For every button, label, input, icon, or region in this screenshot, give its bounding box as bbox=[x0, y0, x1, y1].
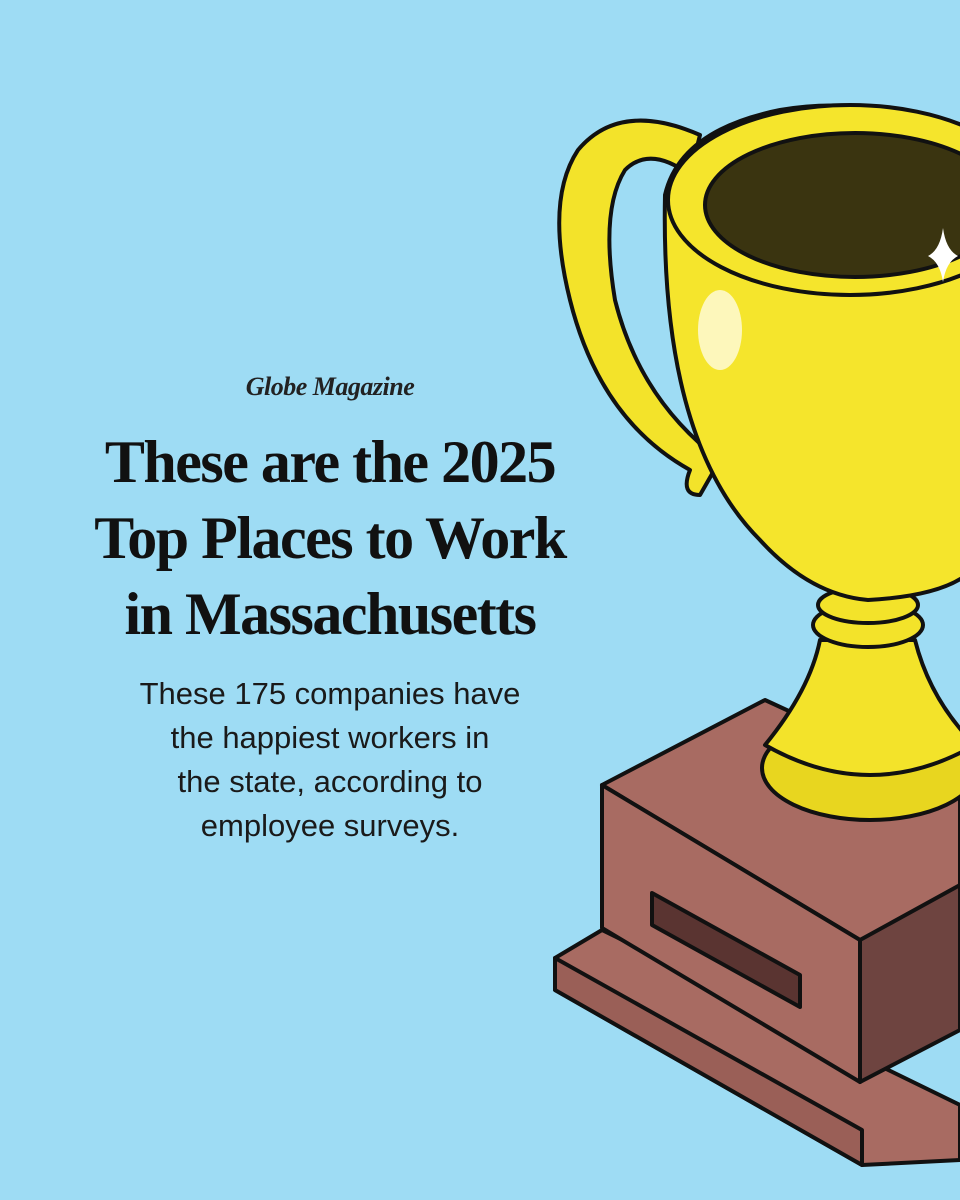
plaque-slot bbox=[650, 891, 802, 1009]
headline-line: These are the 2025 bbox=[104, 429, 557, 495]
brand: Globe Magazine bbox=[245, 372, 415, 401]
headline-line: Top Places to Work bbox=[94, 505, 567, 571]
subheadline-line: These 175 companies have bbox=[139, 676, 521, 711]
subheadline-line: the state, according to bbox=[177, 764, 483, 799]
subheadline: These 175 companies have the happiest wo… bbox=[80, 672, 580, 848]
base-plate-front bbox=[553, 956, 864, 1167]
block-side bbox=[858, 883, 960, 1084]
subheadline-line: the happiest workers in bbox=[170, 720, 490, 755]
subheadline-line: employee surveys. bbox=[200, 808, 460, 843]
cup-inside bbox=[703, 131, 960, 279]
sparkle bbox=[928, 228, 958, 282]
headline-line: in Massachusetts bbox=[124, 581, 537, 647]
headline: These are the 2025 Top Places to Work in… bbox=[40, 424, 620, 652]
cup-stem bbox=[763, 638, 960, 777]
cup-highlight bbox=[698, 290, 742, 370]
cup-handle bbox=[557, 118, 722, 497]
